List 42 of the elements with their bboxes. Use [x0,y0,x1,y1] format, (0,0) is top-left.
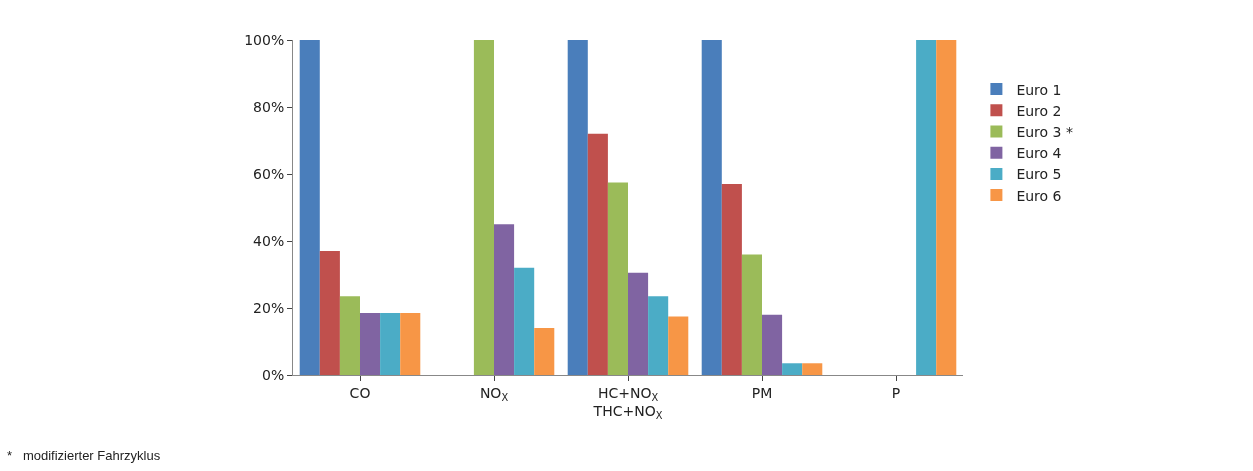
bar [607,182,628,375]
bar [802,363,823,375]
bar [400,313,421,375]
bar [567,40,588,375]
bar [648,296,669,375]
bar [782,363,803,375]
bar [514,267,535,375]
legend-label: Euro 2 [1016,102,1062,119]
y-tick-label: 80% [253,98,285,115]
text: * modifizierter Fahrzyklus [7,448,161,463]
bar [936,40,957,375]
legend-label: Euro 3 * [1016,123,1073,140]
x-tick-label: HC+NO$_{X}$ THC+NO$_{X}$ [592,384,663,421]
x-tick-label: NO$_{X}$ [479,384,509,403]
bar [319,251,340,375]
bar [380,313,401,375]
bar [741,254,762,375]
bar [628,272,649,375]
legend-label: Euro 5 [1016,166,1062,183]
legend-label: Euro 4 [1016,145,1062,162]
bar [762,314,783,375]
y-tick-label: 100% [244,31,285,48]
bar [299,40,320,375]
bar [587,133,608,375]
y-tick-label: 40% [253,232,285,249]
bar [494,224,515,375]
bar [339,296,360,375]
bar [534,328,555,375]
bar [721,184,742,375]
y-tick-label: 60% [253,165,285,182]
bar [668,316,689,375]
bar [916,40,937,375]
x-tick-label: PM [751,384,773,401]
x-tick-label: CO [349,384,371,401]
y-tick-label: 0% [261,366,285,383]
bar [701,40,722,375]
bar [473,40,494,375]
y-tick-label: 20% [253,299,285,316]
legend-label: Euro 1 [1016,81,1062,98]
bar [360,313,381,375]
legend-label: Euro 6 [1016,187,1062,204]
x-tick-label: P [891,384,901,401]
